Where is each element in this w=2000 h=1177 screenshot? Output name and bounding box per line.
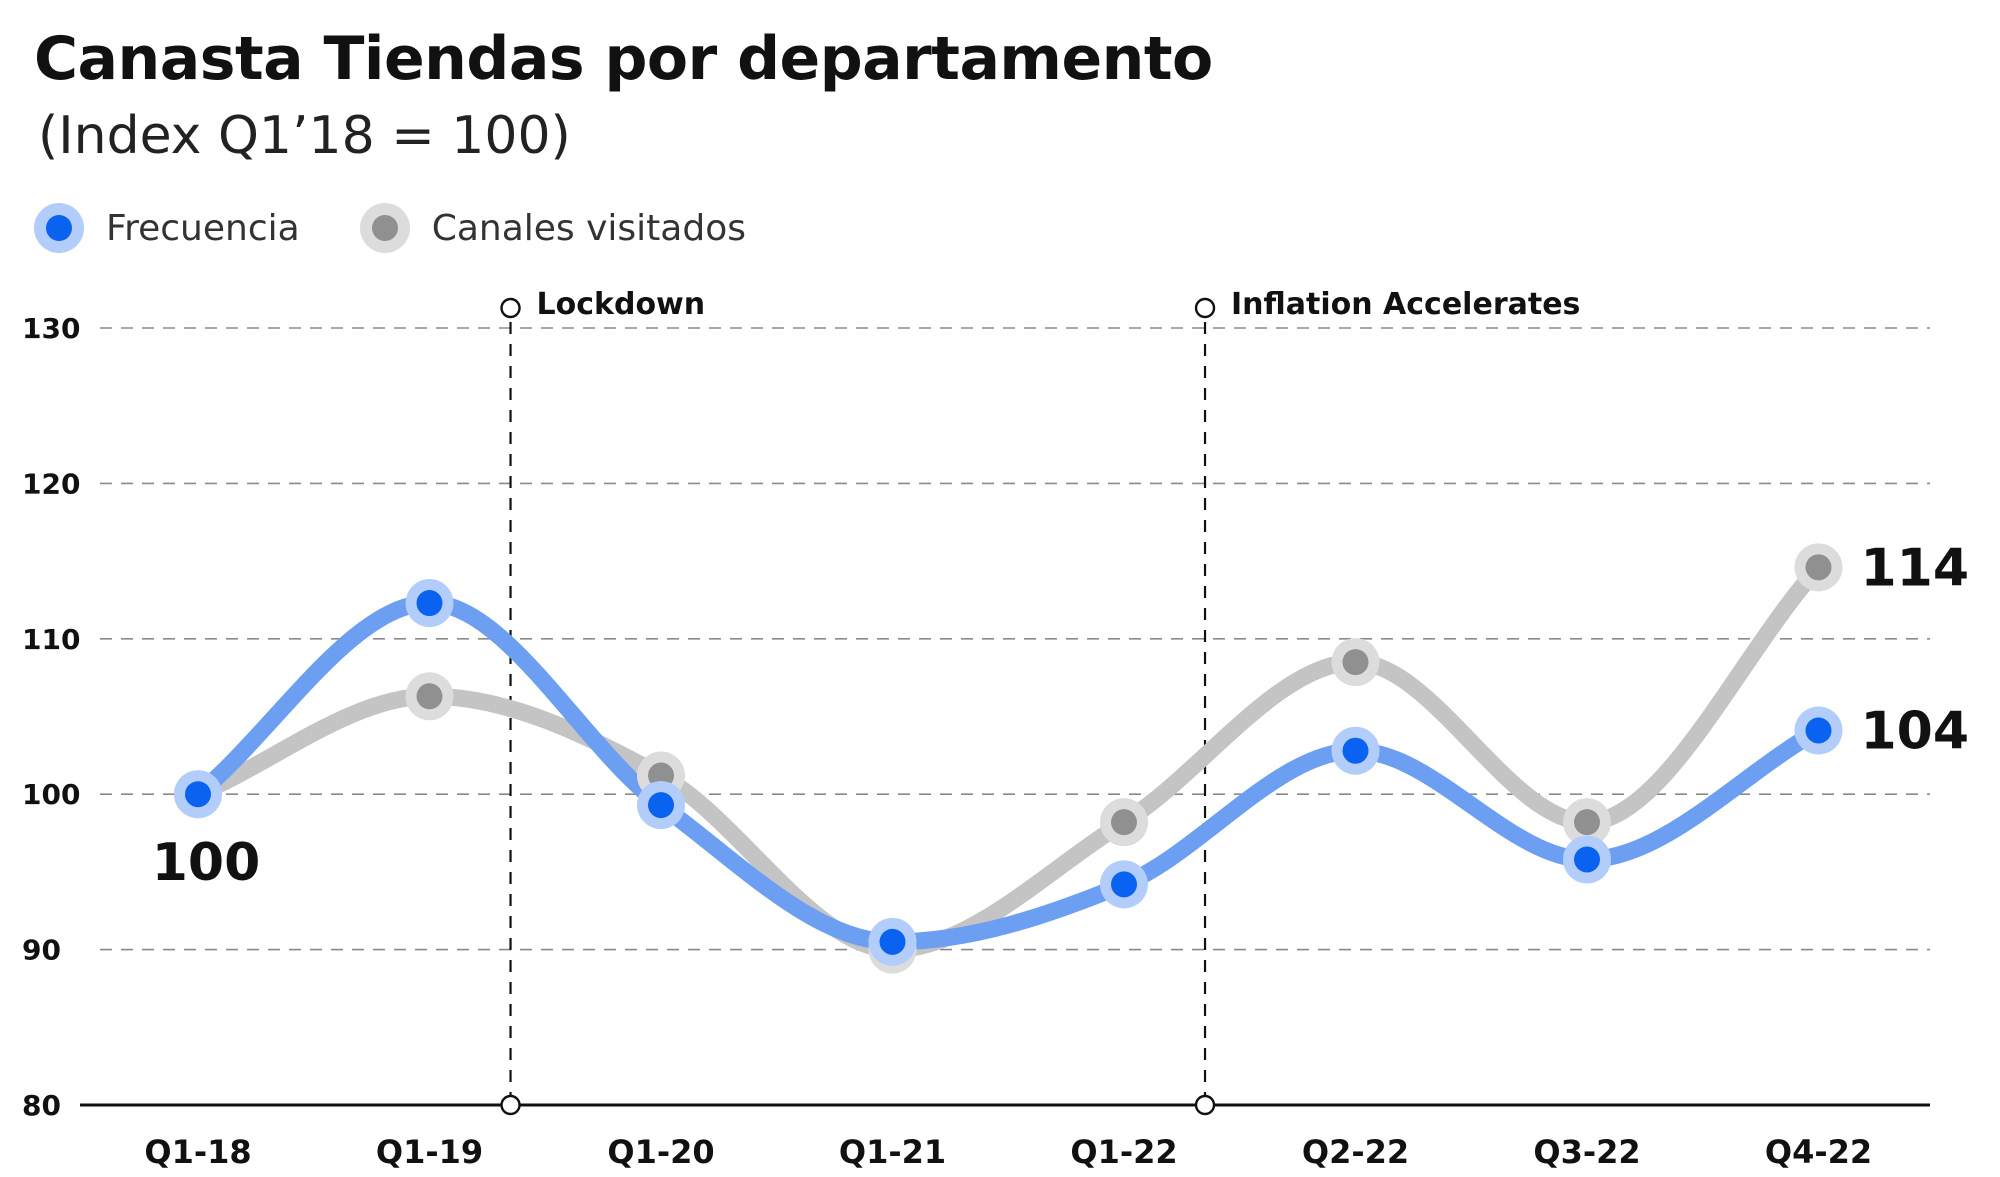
annotation-marker-top-inflation-accelerates — [1194, 297, 1216, 319]
data-point-canales-visitados-6 — [1574, 809, 1600, 836]
annotation-marker-top-lockdown — [500, 297, 521, 319]
annotation-label-inflation-accelerates: Inflation Accelerates — [1231, 287, 1580, 322]
series-line-canales-visitados — [189, 558, 1827, 959]
data-point-frecuencia-6 — [1574, 846, 1600, 873]
y-tick-label-90: 90 — [22, 934, 61, 967]
y-tick-label-120: 120 — [22, 467, 80, 500]
chart-subtitle: (Index Q1’18 = 100) — [38, 106, 571, 166]
y-tick-label-100: 100 — [22, 778, 80, 811]
x-tick-label-q2-22: Q2-22 — [1302, 1133, 1409, 1171]
legend-label-frecuencia: Frecuencia — [106, 207, 300, 249]
y-tick-label-110: 110 — [22, 623, 80, 656]
series-line-frecuencia — [189, 594, 1827, 951]
x-tick-label-q1-19: Q1-19 — [376, 1133, 483, 1171]
x-tick-label-q1-20: Q1-20 — [607, 1133, 714, 1171]
x-tick-label-q1-18: Q1-18 — [144, 1133, 251, 1171]
data-point-frecuencia-5 — [1342, 737, 1369, 764]
x-tick-label-q4-22: Q4-22 — [1765, 1133, 1872, 1171]
x-tick-label-q1-22: Q1-22 — [1070, 1133, 1177, 1171]
data-point-canales-visitados-1 — [416, 683, 443, 710]
data-point-frecuencia-4 — [1111, 871, 1137, 898]
data-point-frecuencia-7 — [1805, 717, 1832, 744]
legend-item-canales-visitados: Canales visitados — [359, 203, 746, 253]
annotation-marker-bottom-lockdown — [500, 1094, 521, 1116]
x-tick-label-q3-22: Q3-22 — [1533, 1133, 1640, 1171]
legend-marker-canales-visitados — [359, 203, 410, 253]
legend-label-canales-visitados: Canales visitados — [431, 207, 746, 249]
data-point-frecuencia-0 — [185, 781, 211, 808]
data-point-frecuencia-1 — [416, 590, 443, 617]
data-point-frecuencia-3 — [879, 928, 906, 955]
annotation-label-lockdown: Lockdown — [537, 287, 706, 322]
legend-marker-frecuencia — [34, 203, 84, 253]
y-tick-label-80: 80 — [22, 1089, 61, 1122]
chart-legend: Frecuencia Canales visitados — [34, 200, 746, 256]
data-point-canales-visitados-4 — [1111, 809, 1137, 836]
y-tick-label-130: 130 — [22, 312, 80, 345]
data-label-100: 100 — [152, 833, 261, 893]
data-point-canales-visitados-5 — [1342, 649, 1369, 676]
data-label-104: 104 — [1861, 701, 1970, 761]
legend-item-frecuencia: Frecuencia — [34, 203, 300, 253]
data-point-canales-visitados-7 — [1805, 554, 1832, 581]
data-point-frecuencia-2 — [648, 792, 674, 819]
annotation-marker-bottom-inflation-accelerates — [1194, 1094, 1216, 1116]
chart-title: Canasta Tiendas por departamento — [34, 24, 1213, 94]
data-label-114: 114 — [1861, 538, 1970, 598]
x-tick-label-q1-21: Q1-21 — [839, 1133, 946, 1171]
